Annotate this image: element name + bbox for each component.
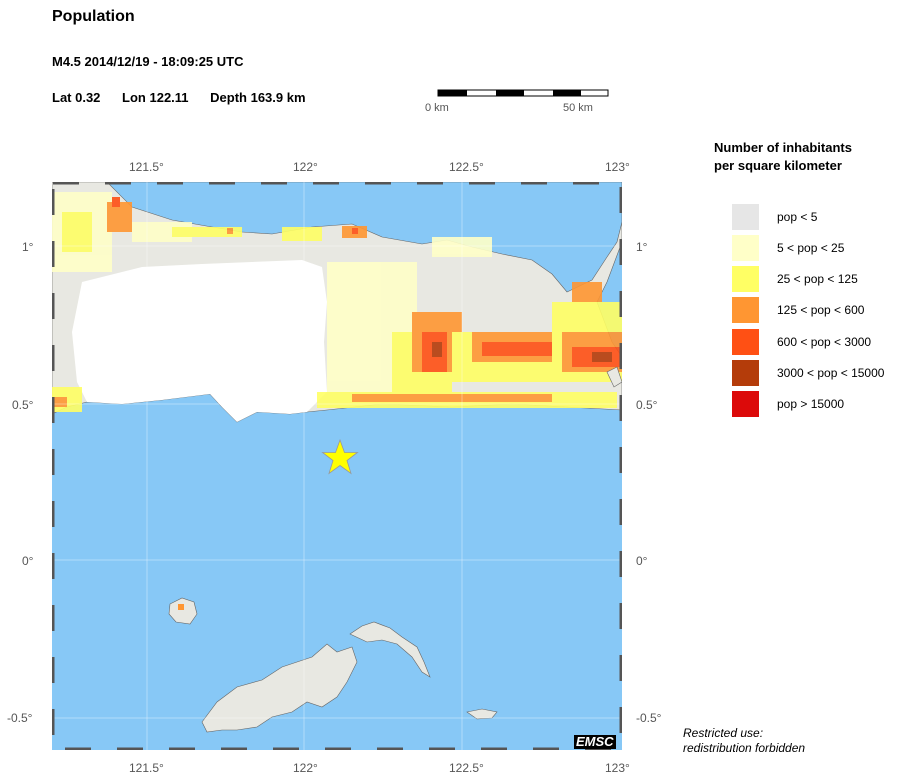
- lon-tick-bottom: 122.5°: [449, 761, 484, 775]
- legend-item: 125 < pop < 600: [732, 297, 864, 323]
- star-icon: [321, 438, 359, 475]
- map-title: Population: [52, 8, 135, 25]
- longitude-value: Lon 122.11: [122, 90, 189, 105]
- legend-swatch: [732, 391, 759, 417]
- legend-label: 25 < pop < 125: [777, 272, 858, 286]
- event-coordinates: Lat 0.32 Lon 122.11 Depth 163.9 km: [52, 90, 324, 105]
- legend-swatch: [732, 329, 759, 355]
- no-data-region: [72, 260, 327, 422]
- lat-tick-left: 1°: [22, 240, 34, 254]
- legend-label: pop > 15000: [777, 397, 845, 411]
- legend-item: 600 < pop < 3000: [732, 329, 871, 355]
- small-island-west: [168, 597, 198, 625]
- emsc-badge: EMSC: [574, 734, 616, 749]
- depth-value: Depth 163.9 km: [210, 90, 306, 105]
- lat-tick-left: 0.5°: [12, 398, 34, 412]
- lon-tick-bottom: 121.5°: [129, 761, 164, 775]
- legend-label: 125 < pop < 600: [777, 303, 865, 317]
- legend-label: 3000 < pop < 15000: [777, 366, 885, 380]
- lon-tick-top: 122°: [293, 160, 318, 174]
- lon-tick-top: 121.5°: [129, 160, 164, 174]
- lon-tick-top: 122.5°: [449, 160, 484, 174]
- scale-right-label: 50 km: [563, 102, 593, 114]
- southern-islet: [466, 708, 498, 720]
- legend-item: pop < 5: [732, 204, 817, 230]
- legend-swatch: [732, 204, 759, 230]
- lat-tick-right: 0°: [636, 554, 648, 568]
- lat-tick-left: 0°: [22, 554, 34, 568]
- scale-bar: [437, 89, 609, 97]
- legend-swatch: [732, 235, 759, 261]
- legend-item: 25 < pop < 125: [732, 266, 858, 292]
- southern-islands: [201, 643, 358, 733]
- restricted-notice: Restricted use: redistribution forbidden: [683, 726, 806, 755]
- legend-title: Number of inhabitants per square kilomet…: [714, 140, 852, 173]
- event-summary: M4.5 2014/12/19 - 18:09:25 UTC: [52, 54, 244, 69]
- population-map: [52, 182, 622, 750]
- legend-swatch: [732, 297, 759, 323]
- lon-tick-bottom: 123°: [605, 761, 630, 775]
- legend-item: 5 < pop < 25: [732, 235, 844, 261]
- southern-island-east: [349, 621, 431, 678]
- legend-item: pop > 15000: [732, 391, 844, 417]
- lon-tick-top: 123°: [605, 160, 630, 174]
- graticule: [52, 182, 622, 750]
- legend-item: 3000 < pop < 15000: [732, 360, 884, 386]
- legend-label: 600 < pop < 3000: [777, 335, 872, 349]
- legend-label: 5 < pop < 25: [777, 241, 845, 255]
- legend-swatch: [732, 266, 759, 292]
- northern-islet-east: [606, 366, 622, 388]
- scale-left-label: 0 km: [425, 102, 449, 114]
- lat-tick-left: -0.5°: [7, 711, 33, 725]
- latitude-value: Lat 0.32: [52, 90, 101, 105]
- lat-tick-right: 0.5°: [636, 398, 658, 412]
- lon-tick-bottom: 122°: [293, 761, 318, 775]
- lat-tick-right: -0.5°: [636, 711, 662, 725]
- lat-tick-right: 1°: [636, 240, 648, 254]
- legend-swatch: [732, 360, 759, 386]
- map-frame: [52, 182, 622, 750]
- legend-label: pop < 5: [777, 210, 818, 224]
- density-patches: [52, 192, 622, 412]
